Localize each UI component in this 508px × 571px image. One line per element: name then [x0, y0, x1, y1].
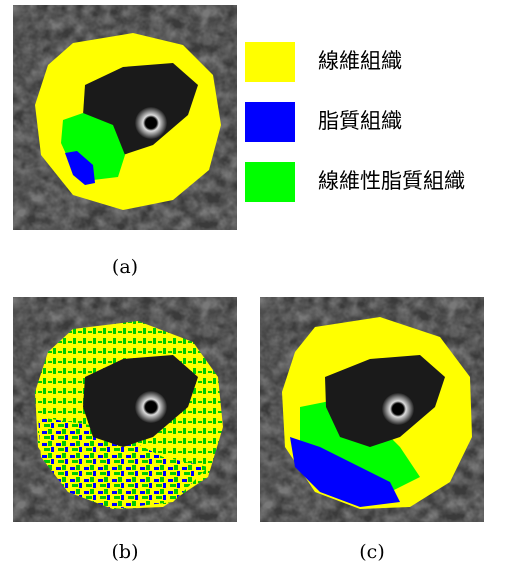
panel-a — [13, 5, 237, 230]
caption: (b) — [112, 541, 139, 563]
figure: 線維組織脂質組織線維性脂質組織 (a) (b) (c) — [0, 0, 508, 571]
legend-label: 線維組織 — [318, 49, 402, 73]
caption: (c) — [359, 541, 384, 563]
legend-label: 脂質組織 — [318, 109, 402, 133]
legend-label: 線維性脂質組織 — [318, 169, 465, 193]
caption: (a) — [112, 256, 138, 278]
panel-b — [13, 297, 237, 522]
legend-swatch — [245, 102, 295, 142]
panel-c — [260, 297, 484, 522]
legend-swatch — [245, 162, 295, 202]
legend-swatch — [245, 42, 295, 82]
